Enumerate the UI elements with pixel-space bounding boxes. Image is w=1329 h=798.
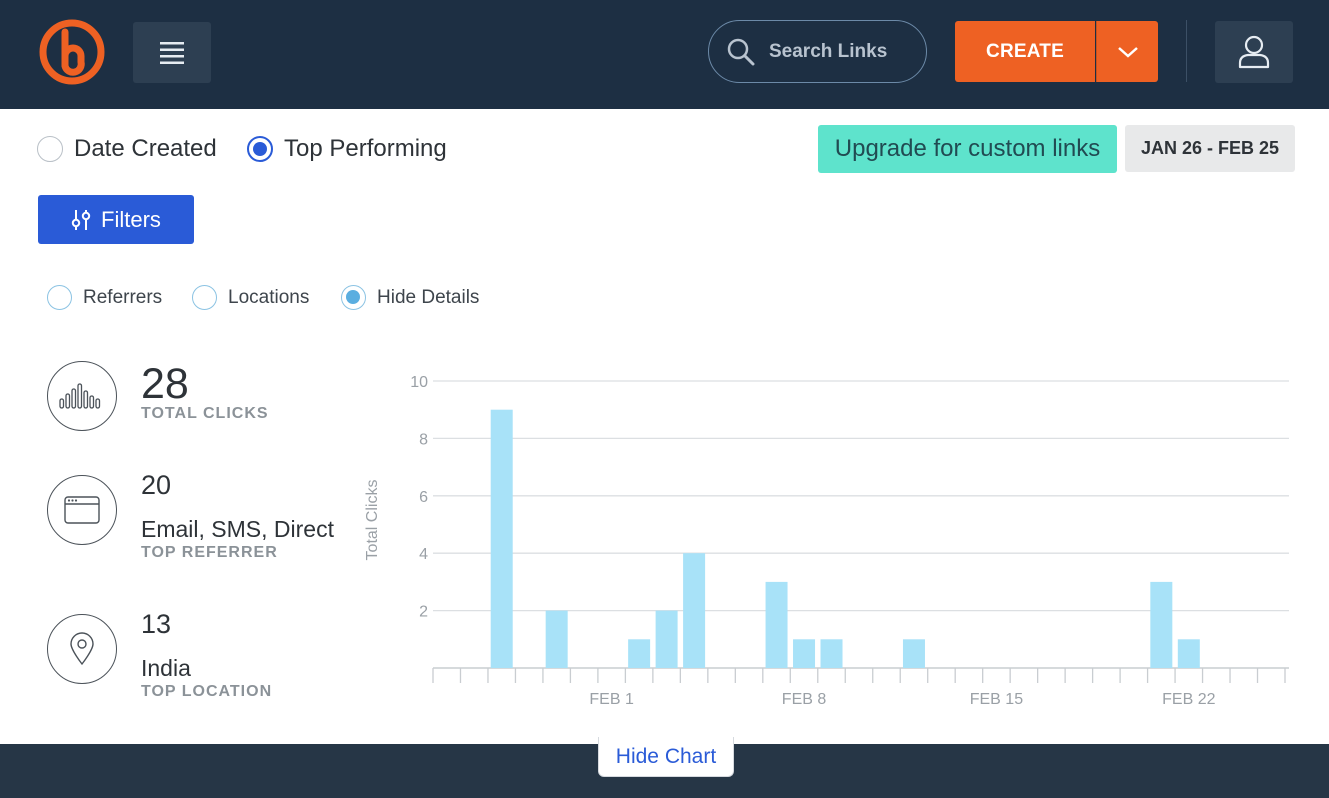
chart-bar[interactable] (765, 581, 788, 668)
y-tick-label: 6 (419, 489, 428, 506)
chart-bar[interactable] (1150, 581, 1173, 668)
radio-circle (192, 285, 217, 310)
date-range-picker[interactable]: JAN 26 - FEB 25 (1125, 125, 1295, 172)
radio-label: Locations (228, 286, 310, 308)
y-tick-label: 2 (419, 604, 428, 621)
user-menu-button[interactable] (1215, 21, 1293, 83)
chart-bar[interactable] (683, 553, 706, 668)
x-tick-label: FEB 22 (1162, 691, 1215, 708)
radio-label: Hide Details (377, 286, 480, 308)
chart-bar[interactable] (545, 610, 568, 668)
filters-button[interactable]: Filters (38, 195, 194, 244)
bitly-logo-icon[interactable] (38, 18, 106, 86)
x-tick-label: FEB 1 (589, 691, 634, 708)
radio-label: Top Performing (284, 135, 447, 162)
chart-bar[interactable] (628, 639, 651, 668)
x-tick-label: FEB 15 (970, 691, 1023, 708)
clicks-bar-chart: 2 4 6 8 10 FEB 1 FEB 8 FEB 15 FEB 22 Total Clic… (364, 374, 1289, 708)
user-icon (1238, 35, 1270, 69)
top-referrer-label: TOP REFERRER (141, 544, 278, 561)
total-clicks-value: 28 (141, 360, 189, 408)
radio-circle-selected (341, 285, 366, 310)
x-tick-label: FEB 8 (782, 691, 827, 708)
radio-circle-selected (247, 136, 273, 162)
radio-circle (37, 136, 63, 162)
top-location-count: 13 (141, 609, 172, 639)
create-button[interactable]: CREATE (955, 21, 1095, 82)
chart-bar[interactable] (655, 610, 678, 668)
total-clicks-label: TOTAL CLICKS (141, 405, 269, 422)
location-pin-icon (47, 614, 117, 684)
search-box[interactable] (708, 20, 927, 83)
top-referrer-name: Email, SMS, Direct (141, 516, 334, 542)
top-location-name: India (141, 655, 191, 681)
top-referrer-count: 20 (141, 470, 172, 500)
chart-bar[interactable] (490, 409, 513, 668)
chevron-down-icon (1117, 46, 1138, 58)
y-tick-label: 4 (419, 546, 428, 563)
details-locations-radio[interactable]: Locations (192, 285, 309, 310)
top-header: CREATE (0, 0, 1329, 109)
radio-label: Date Created (74, 135, 217, 162)
clicks-chart-icon (47, 361, 117, 431)
search-icon (727, 38, 755, 65)
top-location-label: TOP LOCATION (141, 683, 273, 700)
chart-bar[interactable] (820, 639, 843, 668)
search-input[interactable] (769, 40, 919, 63)
sliders-icon (71, 209, 91, 230)
details-hide-radio[interactable]: Hide Details (341, 285, 479, 310)
chart-bar[interactable] (793, 639, 816, 668)
y-tick-label: 8 (419, 431, 428, 448)
y-tick-label: 10 (410, 374, 428, 391)
upgrade-custom-links-button[interactable]: Upgrade for custom links (818, 125, 1117, 173)
sort-date-created-radio[interactable]: Date Created (37, 135, 217, 163)
chart-y-axis-label: Total Clicks (364, 480, 381, 561)
hamburger-icon (160, 41, 184, 64)
chart-bar[interactable] (902, 639, 925, 668)
radio-label: Referrers (83, 286, 163, 308)
browser-window-icon (47, 475, 117, 545)
chart-bar[interactable] (1177, 639, 1200, 668)
sort-top-performing-radio[interactable]: Top Performing (247, 135, 447, 163)
details-referrers-radio[interactable]: Referrers (47, 285, 162, 310)
menu-button[interactable] (133, 22, 211, 83)
header-divider (1186, 20, 1187, 82)
filters-label: Filters (101, 206, 161, 232)
hide-chart-button[interactable]: Hide Chart (598, 737, 734, 777)
radio-circle (47, 285, 72, 310)
create-dropdown-button[interactable] (1096, 21, 1158, 82)
